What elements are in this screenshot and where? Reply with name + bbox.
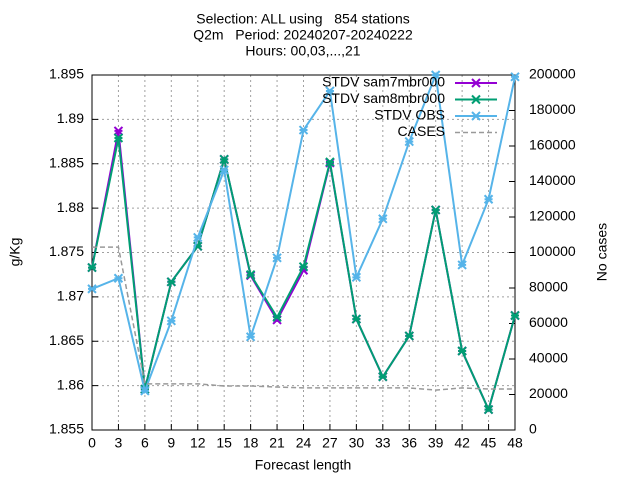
- x-tick-label: 15: [216, 435, 232, 451]
- x-tick-label: 33: [375, 435, 391, 451]
- x-tick-label: 30: [349, 435, 365, 451]
- data-point: [272, 312, 282, 322]
- plot-frame: [91, 74, 516, 431]
- legend-marker: [471, 111, 481, 121]
- x-tick-label: 12: [190, 435, 206, 451]
- data-point: [510, 72, 520, 82]
- y-tick-label: 1.87: [57, 288, 84, 304]
- data-point: [325, 86, 335, 96]
- data-point: [166, 316, 177, 326]
- y2-tick-label: 60000: [529, 314, 568, 330]
- series-line: [91, 137, 516, 413]
- x-tick-label: 45: [481, 435, 497, 451]
- y2-tick-label: 140000: [529, 172, 576, 188]
- x-tick-label: 6: [141, 435, 149, 451]
- data-point: [351, 314, 362, 324]
- title-line: Selection: ALL using 854 stations: [196, 11, 410, 27]
- y2-tick-label: 200000: [529, 66, 576, 82]
- data-point: [457, 346, 467, 356]
- x-tick-label: 36: [401, 435, 417, 451]
- data-point: [219, 165, 229, 175]
- x-tick-label: 48: [507, 435, 523, 451]
- data-point: [272, 253, 282, 263]
- data-point: [430, 205, 441, 215]
- legend-marker: [471, 94, 481, 105]
- data-point: [457, 260, 467, 270]
- y2-tick-label: 0: [529, 421, 537, 437]
- data-point: [430, 70, 441, 80]
- y2-tick-label: 120000: [529, 208, 576, 224]
- y2-tick-label: 80000: [529, 279, 568, 295]
- y-tick-label: 1.855: [49, 421, 84, 437]
- data-point: [87, 284, 97, 294]
- legend-label: STDV sam8mbr000: [322, 90, 445, 106]
- y-tick-label: 1.895: [49, 66, 84, 82]
- data-point: [378, 214, 388, 224]
- x-tick-label: 9: [167, 435, 175, 451]
- x-tick-label: 18: [243, 435, 259, 451]
- y2-tick-label: 160000: [529, 137, 576, 153]
- x-axis-label: Forecast length: [255, 457, 352, 473]
- y-tick-label: 1.885: [49, 154, 84, 170]
- x-tick-label: 24: [296, 435, 312, 451]
- y-tick-label: 1.88: [57, 199, 84, 215]
- data-point: [113, 273, 124, 283]
- y-tick-label: 1.875: [49, 243, 84, 259]
- data-point: [298, 125, 309, 135]
- title-line: Q2m Period: 20240207-20240222: [193, 27, 413, 43]
- y-axis-label: g/Kg: [7, 238, 23, 267]
- y2-axis-label: No cases: [594, 223, 610, 281]
- x-tick-label: 39: [428, 435, 444, 451]
- data-point: [140, 386, 150, 396]
- data-point: [245, 269, 256, 280]
- x-tick-label: 0: [88, 435, 96, 451]
- y2-tick-label: 180000: [529, 101, 576, 117]
- legend-marker: [471, 78, 481, 88]
- y2-tick-label: 40000: [529, 350, 568, 366]
- data-point: [219, 154, 229, 165]
- x-tick-label: 3: [115, 435, 123, 451]
- data-point: [113, 126, 124, 136]
- series-line: [92, 246, 515, 391]
- x-tick-label: 42: [454, 435, 470, 451]
- y-tick-label: 1.865: [49, 332, 84, 348]
- legend-label: CASES: [398, 123, 445, 139]
- data-point: [404, 136, 414, 147]
- y-tick-label: 1.86: [57, 376, 84, 392]
- y-tick-label: 1.89: [57, 110, 84, 126]
- y2-tick-label: 100000: [529, 243, 576, 259]
- data-point: [351, 272, 362, 283]
- x-tick-label: 21: [269, 435, 285, 451]
- title-line: Hours: 00,03,...,21: [245, 43, 360, 59]
- data-point: [298, 261, 309, 272]
- data-point: [245, 332, 256, 342]
- legend-label: STDV OBS: [374, 107, 445, 123]
- data-point: [113, 133, 124, 143]
- data-point: [166, 277, 177, 287]
- legend-label: STDV sam7mbr000: [322, 74, 445, 90]
- data-point: [325, 157, 335, 167]
- data-point: [510, 310, 520, 321]
- data-point: [483, 404, 494, 415]
- data-point: [87, 262, 97, 273]
- data-point: [483, 194, 494, 204]
- data-point: [404, 331, 414, 341]
- x-tick-label: 27: [322, 435, 338, 451]
- data-point: [378, 372, 388, 382]
- y2-tick-label: 20000: [529, 385, 568, 401]
- data-point: [193, 232, 203, 243]
